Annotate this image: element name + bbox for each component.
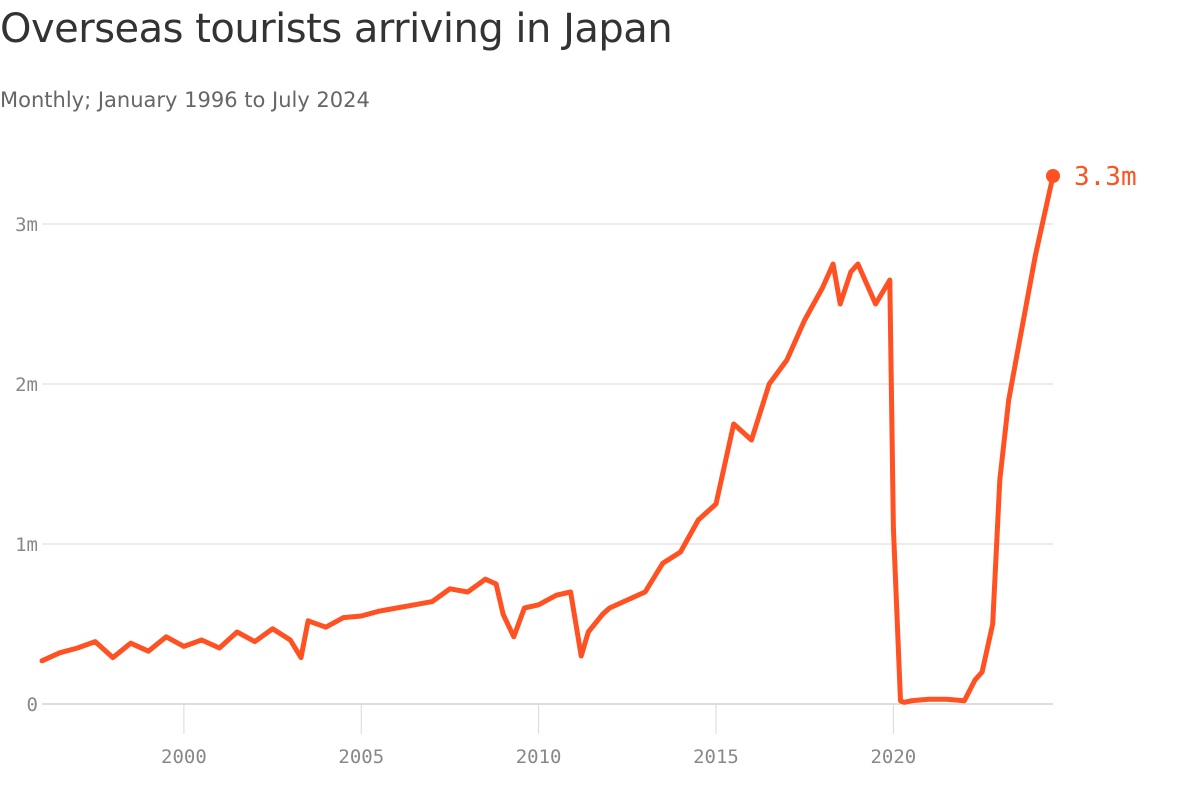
gridlines	[42, 223, 1053, 705]
x-tick-label: 2005	[338, 746, 384, 768]
y-tick-label: 1m	[15, 534, 38, 556]
chart-subtitle: Monthly; January 1996 to July 2024	[0, 88, 370, 112]
end-value-label: 3.3m	[1074, 162, 1137, 192]
y-axis-ticks: 0 1m 2m 3m	[15, 214, 38, 716]
x-tick-label: 2010	[516, 746, 562, 768]
y-tick-label: 0	[27, 694, 38, 716]
end-annotation: 3.3m	[1046, 162, 1137, 192]
y-tick-label: 2m	[15, 374, 38, 396]
chart-title: Overseas tourists arriving in Japan	[0, 6, 673, 52]
series-line	[39, 173, 1056, 705]
x-tick-label: 2020	[870, 746, 916, 768]
series	[39, 173, 1056, 705]
end-point	[1046, 169, 1060, 183]
x-tick-label: 2015	[693, 746, 739, 768]
x-tick-label: 2000	[161, 746, 207, 768]
x-axis-ticks: 2000 2005 2010 2015 2020	[161, 704, 916, 768]
y-tick-label: 3m	[15, 214, 38, 236]
